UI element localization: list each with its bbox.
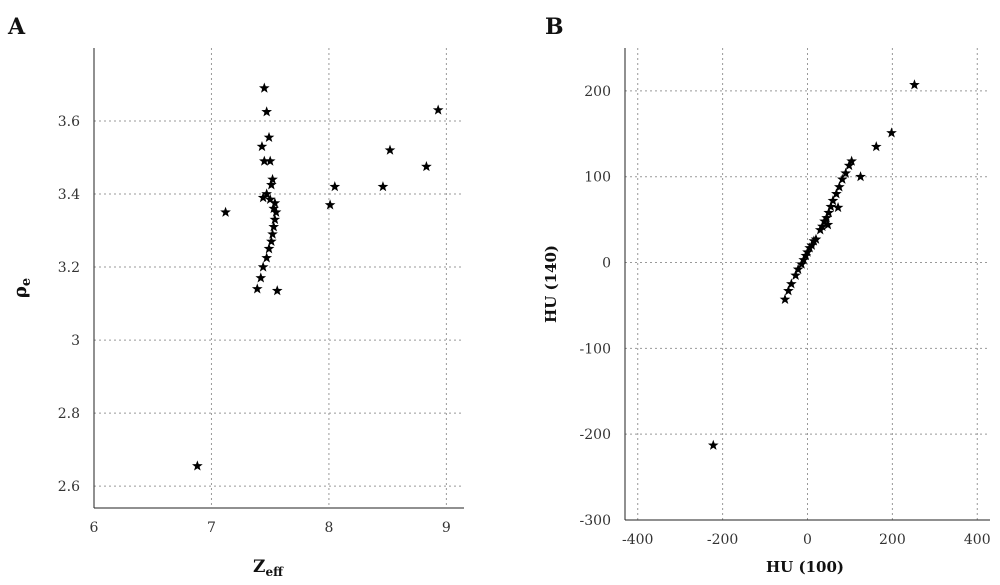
y-tick-label: 2.8 bbox=[58, 406, 80, 422]
data-point-star bbox=[432, 104, 444, 115]
data-point-star bbox=[266, 235, 277, 247]
data-point-star bbox=[270, 206, 282, 217]
scatter-panel-b: B -400 -200 0 200 400 -300 -200 -100 0 100 200 HU… bbox=[542, 14, 991, 576]
y-tick-label: -200 bbox=[580, 427, 611, 443]
data-point-star bbox=[822, 219, 834, 230]
data-point-star bbox=[855, 171, 866, 182]
data-point-star bbox=[831, 188, 842, 199]
data-point-star bbox=[266, 179, 277, 190]
x-tick-label: 9 bbox=[442, 520, 451, 536]
data-point-star bbox=[261, 252, 272, 263]
data-point-star bbox=[269, 197, 281, 208]
data-point-star bbox=[257, 192, 269, 203]
data-point-star bbox=[796, 258, 807, 269]
data-point-star bbox=[264, 193, 276, 205]
data-point-star bbox=[220, 206, 231, 217]
data-point-star bbox=[786, 278, 797, 289]
data-points-b bbox=[707, 79, 920, 450]
grid-a bbox=[94, 48, 464, 508]
data-point-star bbox=[324, 199, 336, 210]
data-point-star bbox=[802, 246, 813, 257]
data-point-star bbox=[810, 233, 822, 244]
data-point-star bbox=[257, 261, 269, 272]
data-point-star bbox=[707, 439, 719, 450]
data-point-star bbox=[870, 141, 882, 152]
data-point-star bbox=[192, 460, 203, 471]
y-tick-label: -100 bbox=[580, 341, 611, 357]
x-tick-labels-a: 6 7 8 9 bbox=[90, 520, 451, 536]
y-axis-label-b: HU (140) bbox=[542, 245, 560, 323]
data-point-star bbox=[256, 140, 268, 152]
y-tick-label: -300 bbox=[580, 513, 611, 529]
data-point-star bbox=[779, 293, 791, 304]
data-point-star bbox=[792, 263, 804, 274]
data-points-a bbox=[192, 82, 444, 471]
x-tick-label: 0 bbox=[803, 532, 812, 548]
data-point-star bbox=[271, 285, 283, 296]
data-point-star bbox=[817, 220, 828, 232]
data-point-star bbox=[836, 173, 848, 184]
data-point-star bbox=[832, 202, 844, 213]
y-tick-label: 3 bbox=[71, 333, 80, 349]
y-tick-label: 2.6 bbox=[58, 479, 80, 495]
data-point-star bbox=[267, 228, 278, 239]
data-point-star bbox=[821, 212, 832, 223]
x-tick-label: 6 bbox=[90, 520, 99, 536]
data-point-star bbox=[823, 207, 835, 218]
data-point-star bbox=[827, 195, 839, 206]
data-point-star bbox=[268, 203, 280, 214]
data-point-star bbox=[255, 272, 267, 283]
x-tick-labels-b: -400 -200 0 200 400 bbox=[622, 532, 991, 548]
x-tick-label: 400 bbox=[964, 532, 991, 548]
panel-letter-a: A bbox=[7, 14, 26, 40]
grid-b bbox=[625, 48, 990, 520]
data-point-star bbox=[261, 188, 272, 199]
data-point-star bbox=[258, 82, 270, 93]
data-point-star bbox=[846, 155, 857, 166]
data-point-star bbox=[783, 285, 794, 296]
data-point-star bbox=[267, 173, 278, 184]
x-tick-label: -400 bbox=[622, 532, 653, 548]
data-point-star bbox=[263, 131, 275, 142]
data-point-star bbox=[806, 239, 818, 250]
data-point-star bbox=[268, 221, 280, 232]
panel-letter-b: B bbox=[545, 14, 564, 40]
x-axis-label-a: Zeff bbox=[253, 557, 284, 579]
y-tick-labels-b: -300 -200 -100 0 100 200 bbox=[580, 84, 611, 529]
data-point-star bbox=[377, 181, 389, 192]
x-tick-label: 8 bbox=[324, 520, 333, 536]
data-point-star bbox=[834, 181, 845, 192]
data-point-star bbox=[384, 144, 396, 155]
data-point-star bbox=[886, 127, 897, 138]
x-tick-label: 7 bbox=[207, 520, 216, 536]
data-point-star bbox=[790, 269, 801, 280]
y-tick-label: 3.2 bbox=[58, 260, 80, 276]
y-tick-label: 0 bbox=[602, 256, 611, 272]
y-tick-label: 200 bbox=[584, 84, 611, 100]
y-axis-label-a: ρe bbox=[10, 278, 34, 298]
data-point-star bbox=[840, 167, 852, 178]
data-point-star bbox=[264, 155, 276, 166]
y-tick-label: 3.4 bbox=[58, 187, 80, 203]
data-point-star bbox=[258, 155, 270, 166]
x-axis-label-b: HU (100) bbox=[766, 558, 844, 576]
scatter-panel-a: A 6 7 8 9 2.6 2.8 3 3.2 3.4 3.6 Zeff ρe bbox=[7, 14, 464, 579]
x-tick-label: -200 bbox=[707, 532, 738, 548]
data-point-star bbox=[825, 201, 837, 212]
y-tick-label: 100 bbox=[584, 170, 611, 186]
data-point-star bbox=[421, 161, 432, 172]
y-tick-labels-a: 2.6 2.8 3 3.2 3.4 3.6 bbox=[58, 114, 80, 495]
data-point-star bbox=[909, 79, 920, 90]
data-point-star bbox=[263, 243, 275, 254]
data-point-star bbox=[329, 181, 341, 192]
y-tick-label: 3.6 bbox=[58, 114, 80, 130]
data-point-star bbox=[251, 283, 263, 294]
x-tick-label: 200 bbox=[879, 532, 906, 548]
data-point-star bbox=[261, 106, 272, 117]
data-point-star bbox=[269, 213, 281, 225]
data-point-star bbox=[798, 254, 810, 265]
